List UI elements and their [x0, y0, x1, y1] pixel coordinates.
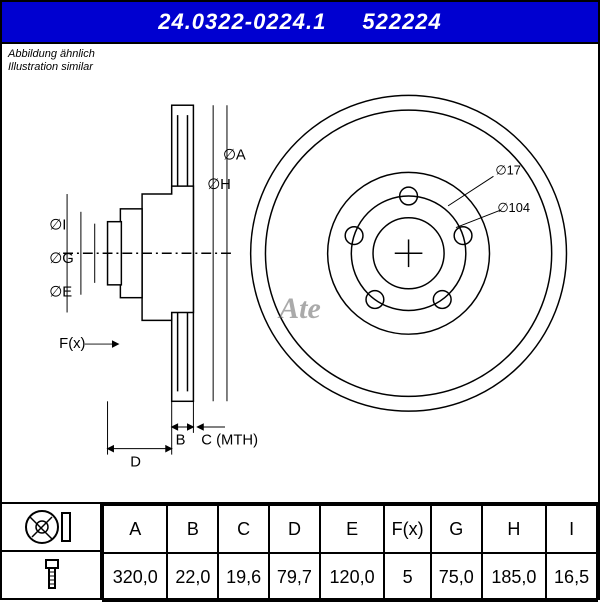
- part-number: 24.0322-0224.1: [158, 9, 326, 35]
- spec-val-A: 320,0: [103, 553, 167, 601]
- label-C: C (MTH): [201, 433, 258, 449]
- bolt-icon: [2, 550, 102, 598]
- spec-col-G: G: [431, 505, 482, 553]
- spec-val-B: 22,0: [167, 553, 218, 601]
- alt-number: 522224: [362, 9, 441, 35]
- spec-col-H: H: [482, 505, 546, 553]
- label-B: B: [176, 433, 186, 449]
- spec-val-E: 120,0: [320, 553, 384, 601]
- spec-val-C: 19,6: [218, 553, 269, 601]
- label-pitch-circle: ∅104: [497, 200, 530, 215]
- spec-val-D: 79,7: [269, 553, 320, 601]
- disc-icon: [2, 504, 102, 550]
- label-H: ∅H: [207, 177, 231, 193]
- spec-col-A: A: [103, 505, 167, 553]
- spec-col-I: I: [546, 505, 597, 553]
- spec-col-B: B: [167, 505, 218, 553]
- label-E: ∅E: [49, 285, 72, 301]
- label-A: ∅A: [223, 148, 246, 164]
- spec-table: ABCDEF(x)GHI 320,022,019,679,7120,0575,0…: [2, 502, 598, 598]
- spec-col-F(x): F(x): [384, 505, 431, 553]
- technical-drawing: ∅I ∅G ∅E ∅H ∅A F(x) D B C (MTH): [2, 46, 598, 500]
- label-D: D: [130, 454, 141, 470]
- spec-val-H: 185,0: [482, 553, 546, 601]
- label-G: ∅G: [49, 251, 73, 267]
- label-Fx: F(x): [59, 336, 85, 352]
- spec-val-I: 16,5: [546, 553, 597, 601]
- label-bolt-hole: ∅17: [495, 162, 520, 177]
- spec-val-G: 75,0: [431, 553, 482, 601]
- label-I: ∅I: [49, 218, 66, 234]
- spec-col-D: D: [269, 505, 320, 553]
- spec-col-C: C: [218, 505, 269, 553]
- brand-logo: Ate: [279, 292, 321, 326]
- header-bar: 24.0322-0224.1 522224: [2, 2, 598, 44]
- spec-val-F(x): 5: [384, 553, 431, 601]
- spec-col-E: E: [320, 505, 384, 553]
